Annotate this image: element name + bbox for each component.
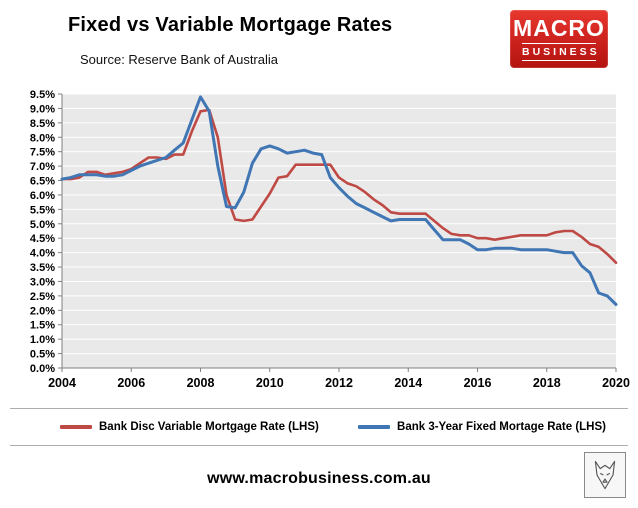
svg-text:2018: 2018 [533,376,561,390]
svg-text:0.5%: 0.5% [30,349,55,361]
legend-item-variable-rate: Bank Disc Variable Mortgage Rate (LHS) [60,421,319,433]
svg-text:2010: 2010 [256,376,284,390]
svg-text:3.0%: 3.0% [30,276,55,288]
legend-label-fixed-rate: Bank 3-Year Fixed Mortage Rate (LHS) [397,421,606,433]
svg-text:8.0%: 8.0% [30,132,55,144]
logo-text-macro: MACRO [513,14,605,41]
svg-text:9.0%: 9.0% [30,103,55,115]
page-title: Fixed vs Variable Mortgage Rates [68,14,393,36]
svg-text:5.0%: 5.0% [30,219,55,231]
svg-text:2008: 2008 [187,376,215,390]
svg-text:7.0%: 7.0% [30,161,55,173]
chart-legend: Bank Disc Variable Mortgage Rate (LHS) B… [10,408,628,446]
svg-text:2.0%: 2.0% [30,305,55,317]
wolf-icon [594,460,616,490]
svg-text:2020: 2020 [602,376,630,390]
site-url: www.macrobusiness.com.au [207,470,431,487]
svg-text:9.5%: 9.5% [30,89,55,101]
svg-text:0.0%: 0.0% [30,363,55,375]
svg-text:5.5%: 5.5% [30,204,55,216]
logo-text-business: BUSINESS [522,42,597,62]
legend-label-variable-rate: Bank Disc Variable Mortgage Rate (LHS) [99,421,319,433]
svg-text:2006: 2006 [117,376,145,390]
svg-text:2012: 2012 [325,376,353,390]
svg-text:7.5%: 7.5% [30,147,55,159]
svg-text:4.5%: 4.5% [30,233,55,245]
mortgage-rates-line-chart: 0.0% 0.5% 1.0% 1.5% 2.0% 2.5% 3.0% 3.5% 4.0% 4.5%… [30,89,630,390]
svg-text:8.5%: 8.5% [30,118,55,130]
svg-text:2.5%: 2.5% [30,291,55,303]
svg-text:6.0%: 6.0% [30,190,55,202]
svg-text:1.5%: 1.5% [30,320,55,332]
macrobusiness-logo: MACRO BUSINESS [510,10,608,68]
legend-item-fixed-rate: Bank 3-Year Fixed Mortage Rate (LHS) [358,421,606,433]
svg-text:2016: 2016 [464,376,492,390]
variable-rate-line-swatch [60,425,92,429]
svg-text:3.5%: 3.5% [30,262,55,274]
fixed-rate-line-swatch [358,425,391,429]
svg-text:6.5%: 6.5% [30,176,55,188]
svg-text:4.0%: 4.0% [30,248,55,260]
svg-text:1.0%: 1.0% [30,334,55,346]
svg-text:2004: 2004 [48,376,76,390]
svg-text:2014: 2014 [394,376,422,390]
chart-source: Source: Reserve Bank of Australia [80,52,278,67]
wolf-logo [584,452,626,498]
